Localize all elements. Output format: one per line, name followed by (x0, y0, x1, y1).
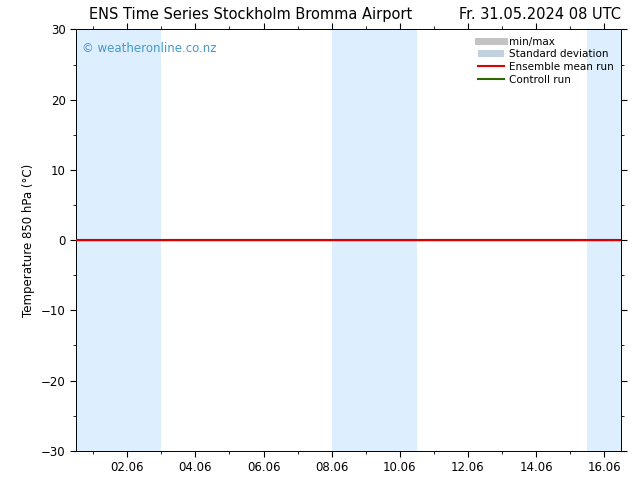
Bar (76, 29, 161, 451)
Text: ENS Time Series Stockholm Bromma Airport: ENS Time Series Stockholm Bromma Airport (89, 7, 412, 23)
Y-axis label: Temperature 850 hPa (°C): Temperature 850 hPa (°C) (22, 164, 36, 317)
Bar (332, 29, 417, 451)
Text: Fr. 31.05.2024 08 UTC: Fr. 31.05.2024 08 UTC (459, 7, 621, 23)
Legend: min/max, Standard deviation, Ensemble mean run, Controll run: min/max, Standard deviation, Ensemble me… (476, 35, 616, 87)
Bar (587, 29, 621, 451)
Text: © weatheronline.co.nz: © weatheronline.co.nz (82, 42, 216, 55)
